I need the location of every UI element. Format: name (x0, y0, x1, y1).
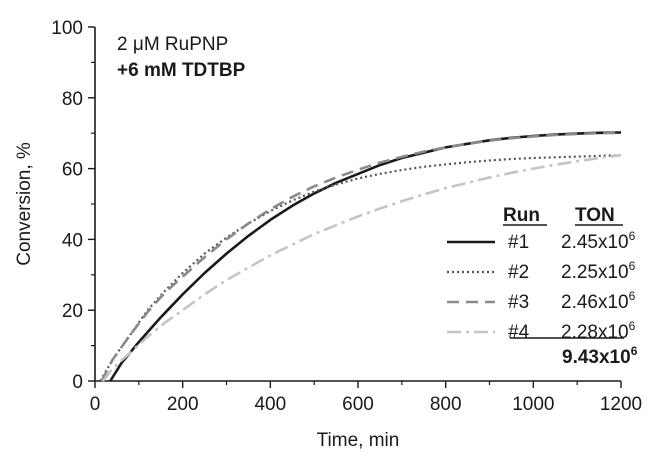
legend-total: 9.43x106 (562, 344, 638, 368)
legend-run-label: #2 (508, 262, 529, 283)
legend-header-ton: TON (575, 205, 615, 226)
series-line-1 (109, 131, 622, 382)
legend-ton-value: 2.25x106 (561, 259, 636, 283)
series-layer (99, 131, 622, 382)
legend-ton-value: 2.46x106 (561, 289, 636, 313)
legend-run-label: #3 (508, 292, 529, 313)
x-tick-label: 1000 (512, 394, 554, 415)
x-tick-label: 600 (342, 394, 374, 415)
y-axis-title: Conversion, % (14, 142, 35, 266)
y-tick-label: 0 (72, 372, 83, 393)
x-tick-label: 800 (430, 394, 462, 415)
annotations: 2 μM RuPNP +6 mM TDTBP (117, 34, 246, 81)
legend-ton-value: 2.28x106 (561, 319, 636, 343)
legend: Run TON #1 2.45x106 #2 2.25x106 #3 2.46x106 #4… (447, 205, 638, 368)
x-tick-label: 200 (167, 394, 199, 415)
series-line-3 (100, 131, 622, 382)
legend-ton-value: 2.45x106 (561, 229, 636, 253)
x-tick-label: 0 (90, 394, 101, 415)
x-axis-title: Time, min (317, 430, 400, 451)
legend-run-label: #1 (508, 232, 529, 253)
y-tick-label: 40 (62, 230, 83, 251)
x-tick-label: 1200 (600, 394, 642, 415)
y-tick-label: 80 (62, 89, 83, 110)
x-tick-label: 400 (254, 394, 286, 415)
annotation-concentration: 2 μM RuPNP (117, 34, 228, 55)
axes: 0 200 400 600 800 1000 1200 0 20 40 60 80 100 Time, m… (14, 18, 642, 451)
series-line-4 (101, 153, 622, 382)
y-tick-label: 60 (62, 160, 83, 181)
legend-header-run: Run (503, 205, 540, 226)
y-tick-label: 20 (62, 301, 83, 322)
series-line-2 (99, 154, 622, 382)
annotation-additive: +6 mM TDTBP (117, 60, 246, 81)
legend-rows: #1 2.45x106 #2 2.25x106 #3 2.46x106 #4 2.28x106 (447, 229, 636, 343)
y-tick-label: 100 (51, 18, 83, 39)
legend-run-label: #4 (508, 322, 530, 343)
